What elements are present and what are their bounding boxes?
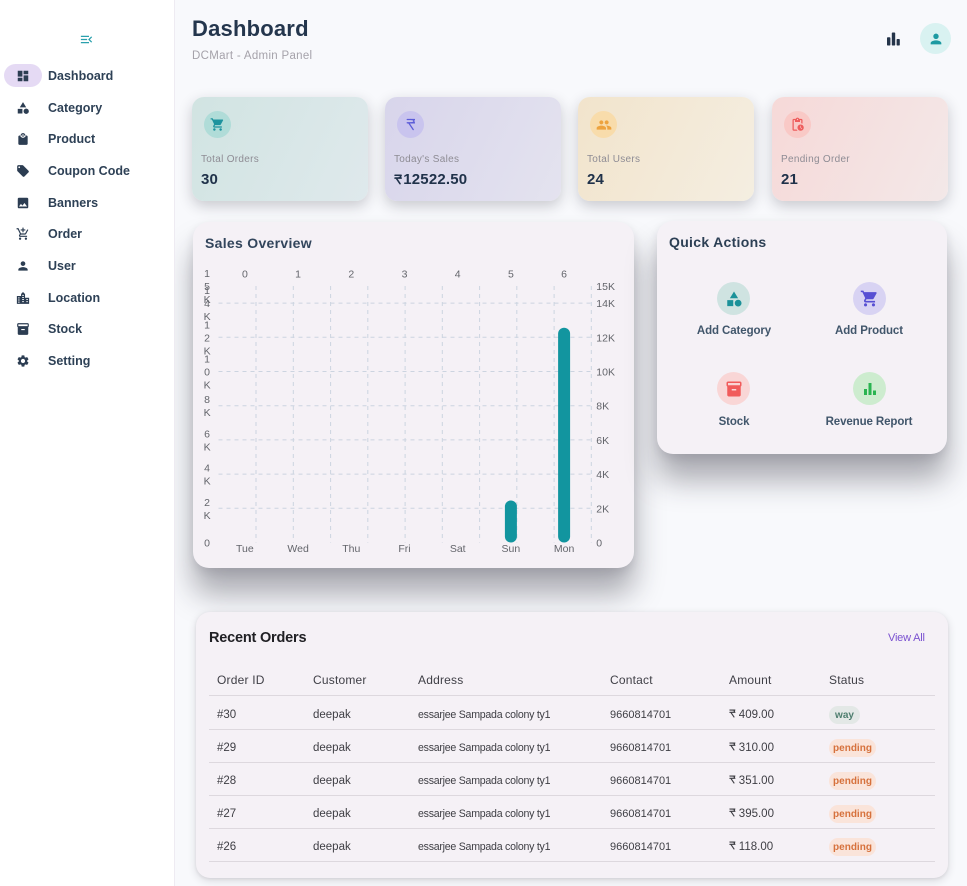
svg-text:5: 5: [508, 269, 514, 281]
svg-text:K: K: [204, 441, 211, 453]
svg-text:1: 1: [204, 268, 210, 280]
svg-text:Thu: Thu: [342, 543, 360, 555]
svg-text:5: 5: [204, 281, 210, 293]
svg-text:6K: 6K: [596, 435, 609, 447]
svg-text:2: 2: [204, 497, 210, 509]
svg-text:1: 1: [204, 354, 210, 366]
svg-text:14K: 14K: [596, 298, 615, 310]
svg-text:6: 6: [204, 428, 210, 440]
svg-text:6: 6: [561, 269, 567, 281]
svg-text:3: 3: [402, 269, 408, 281]
svg-text:2K: 2K: [596, 503, 609, 515]
svg-text:2: 2: [348, 269, 354, 281]
svg-text:8: 8: [204, 394, 210, 406]
svg-text:Wed: Wed: [287, 543, 309, 555]
svg-text:K: K: [204, 510, 211, 522]
svg-text:Tue: Tue: [236, 543, 254, 555]
svg-text:4: 4: [204, 298, 210, 310]
svg-text:Mon: Mon: [554, 543, 575, 555]
svg-text:K: K: [204, 294, 211, 306]
svg-text:0: 0: [242, 269, 248, 281]
svg-text:4: 4: [455, 269, 461, 281]
svg-text:10K: 10K: [596, 367, 615, 379]
svg-text:1: 1: [295, 269, 301, 281]
svg-text:K: K: [204, 311, 211, 323]
svg-text:K: K: [204, 345, 211, 357]
svg-text:K: K: [204, 380, 211, 392]
svg-text:4: 4: [204, 463, 210, 475]
svg-text:0: 0: [204, 367, 210, 379]
svg-text:4K: 4K: [596, 469, 609, 481]
svg-text:8K: 8K: [596, 401, 609, 413]
svg-text:0: 0: [596, 538, 602, 550]
svg-text:15K: 15K: [596, 281, 615, 293]
svg-text:1: 1: [204, 285, 210, 297]
svg-text:1: 1: [204, 319, 210, 331]
svg-text:12K: 12K: [596, 332, 615, 344]
svg-text:Sun: Sun: [502, 543, 521, 555]
svg-text:K: K: [204, 476, 211, 488]
svg-text:0: 0: [204, 538, 210, 550]
svg-text:2: 2: [204, 332, 210, 344]
svg-text:Sat: Sat: [450, 543, 466, 555]
svg-text:K: K: [204, 407, 211, 419]
svg-text:Fri: Fri: [398, 543, 410, 555]
